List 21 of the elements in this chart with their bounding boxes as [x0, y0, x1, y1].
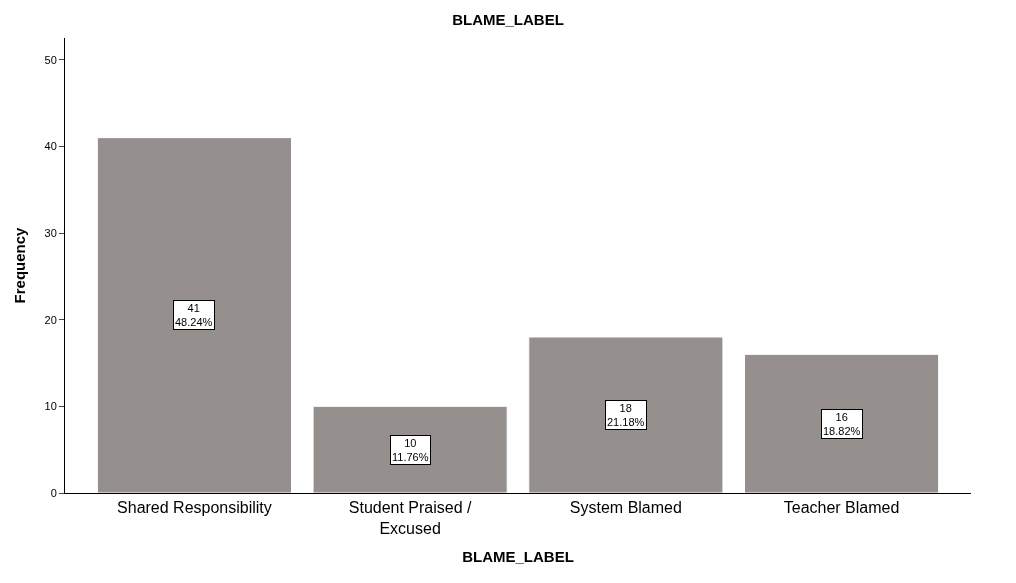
y-tick-label: 0	[50, 486, 57, 499]
data-label: 41 48.24%	[175, 302, 213, 329]
x-axis-title: BLAME_LABEL	[462, 548, 574, 565]
bar	[528, 336, 724, 493]
y-tick-label: 50	[44, 53, 57, 66]
x-tick-label: Shared Responsibility	[117, 499, 272, 517]
bar	[744, 353, 940, 493]
x-tick-label: Student Praised / Excused	[348, 499, 473, 537]
y-tick-label: 30	[44, 226, 57, 239]
y-tick-label: 20	[44, 313, 57, 326]
x-tick-label: System Blamed	[569, 499, 682, 517]
data-label: 16 18.82%	[823, 411, 861, 438]
y-tick-label: 10	[44, 400, 57, 413]
y-axis-title: Frequency	[10, 226, 28, 304]
chart-title: BLAME_LABEL	[452, 11, 564, 29]
x-tick-label: Teacher Blamed	[783, 499, 900, 517]
y-tick-label: 40	[44, 140, 57, 153]
bar	[96, 137, 292, 493]
bar	[312, 405, 508, 493]
data-label: 10 11.76%	[392, 437, 429, 464]
data-label: 18 21.18%	[607, 402, 645, 429]
